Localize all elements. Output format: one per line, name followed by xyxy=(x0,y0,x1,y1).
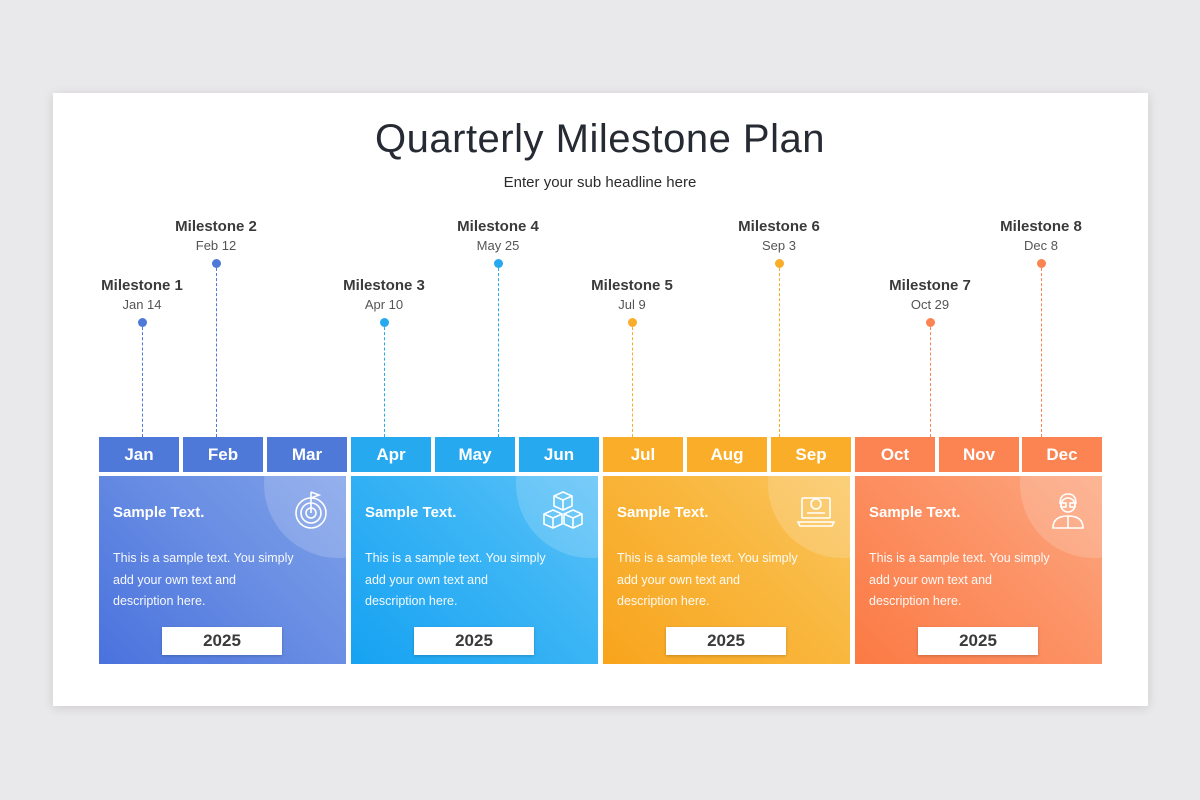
milestone-4-dot xyxy=(493,258,503,268)
milestone-name: Milestone 6 xyxy=(738,218,820,235)
milestone-name: Milestone 1 xyxy=(101,277,183,294)
year-badge: 2025 xyxy=(918,627,1038,655)
milestone-2: Milestone 2 Feb 12 xyxy=(146,218,286,253)
milestone-6-stem xyxy=(778,263,780,437)
quarter-4-panel: Sample Text. This is a sample text. You … xyxy=(855,476,1102,664)
milestone-5-stem xyxy=(631,322,633,437)
milestone-6: Milestone 6 Sep 3 xyxy=(709,218,849,253)
milestone-date: Jul 9 xyxy=(618,297,646,312)
target-icon xyxy=(295,491,327,529)
milestone-2-stem xyxy=(215,263,217,437)
month-aug: Aug xyxy=(687,437,767,472)
panel-description: This is a sample text. You simply add yo… xyxy=(113,551,294,608)
milestone-name: Milestone 7 xyxy=(889,277,971,294)
milestone-1-stem xyxy=(141,322,143,437)
panel-description: This is a sample text. You simply add yo… xyxy=(365,551,546,608)
milestone-8: Milestone 8 Dec 8 xyxy=(971,218,1111,253)
page-title: Quarterly Milestone Plan xyxy=(375,117,825,161)
month-dec: Dec xyxy=(1022,437,1102,472)
laptop-ui-icon xyxy=(796,497,836,527)
month-sep: Sep xyxy=(771,437,851,472)
year-badge: 2025 xyxy=(666,627,786,655)
month-nov: Nov xyxy=(939,437,1019,472)
milestone-date: Jan 14 xyxy=(122,297,162,312)
milestone-name: Milestone 3 xyxy=(343,277,425,294)
quarter-2-panel: Sample Text. This is a sample text. You … xyxy=(351,476,598,664)
month-oct: Oct xyxy=(855,437,935,472)
month-may: May xyxy=(435,437,515,472)
year-badge: 2025 xyxy=(162,627,282,655)
milestone-3-stem xyxy=(383,322,385,437)
panel-heading: Sample Text. xyxy=(869,504,961,521)
milestone-4-stem xyxy=(497,263,499,437)
quarter-3-panel: Sample Text. This is a sample text. You … xyxy=(603,476,850,664)
milestone-1: Milestone 1 Jan 14 xyxy=(72,277,212,312)
milestone-date: Feb 12 xyxy=(195,238,237,253)
quarter-1-panel: Sample Text. This is a sample text. You … xyxy=(99,476,346,664)
panel-heading: Sample Text. xyxy=(113,504,205,521)
milestone-name: Milestone 4 xyxy=(457,218,539,235)
cubes-icon xyxy=(543,491,583,529)
milestone-6-dot xyxy=(774,258,784,268)
panel-heading: Sample Text. xyxy=(617,504,709,521)
month-jun: Jun xyxy=(519,437,599,472)
milestone-date: Dec 8 xyxy=(1024,238,1058,253)
milestone-date: Sep 3 xyxy=(762,238,796,253)
milestone-date: Oct 29 xyxy=(910,297,950,312)
milestone-5: Milestone 5 Jul 9 xyxy=(562,277,702,312)
milestone-name: Milestone 5 xyxy=(591,277,673,294)
panel-description: This is a sample text. You simply add yo… xyxy=(617,551,798,608)
year-badge: 2025 xyxy=(414,627,534,655)
user-headset-icon xyxy=(1052,493,1084,529)
milestone-8-stem xyxy=(1040,263,1042,437)
milestone-name: Milestone 2 xyxy=(175,218,257,235)
month-jan: Jan xyxy=(99,437,179,472)
month-apr: Apr xyxy=(351,437,431,472)
milestone-7-stem xyxy=(929,322,931,437)
milestone-7: Milestone 7 Oct 29 xyxy=(860,277,1000,312)
panel-heading: Sample Text. xyxy=(365,504,457,521)
milestone-date: Apr 10 xyxy=(364,297,404,312)
page-subtitle: Enter your sub headline here xyxy=(503,174,697,191)
panel-description: This is a sample text. You simply add yo… xyxy=(869,551,1050,608)
milestone-name: Milestone 8 xyxy=(1000,218,1082,235)
month-jul: Jul xyxy=(603,437,683,472)
milestone-2-dot xyxy=(211,258,221,268)
milestone-7-dot xyxy=(925,317,935,327)
milestone-3: Milestone 3 Apr 10 xyxy=(314,277,454,312)
month-mar: Mar xyxy=(267,437,347,472)
milestone-date: May 25 xyxy=(476,238,520,253)
month-feb: Feb xyxy=(183,437,263,472)
milestone-3-dot xyxy=(379,317,389,327)
milestone-1-dot xyxy=(137,317,147,327)
milestone-4: Milestone 4 May 25 xyxy=(428,218,568,253)
milestone-5-dot xyxy=(627,317,637,327)
milestone-8-dot xyxy=(1036,258,1046,268)
